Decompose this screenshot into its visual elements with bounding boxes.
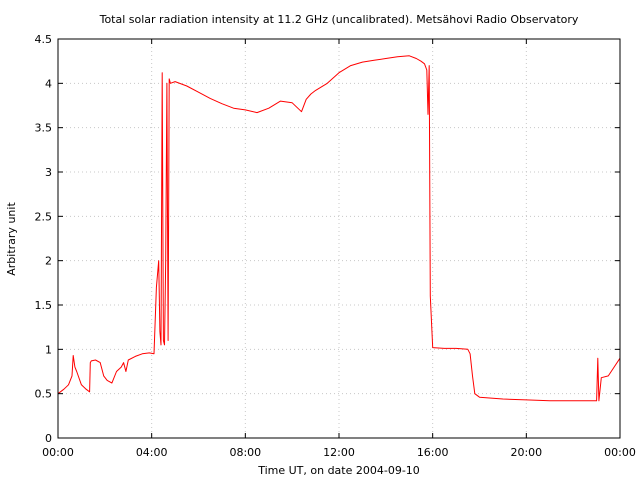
y-tick-label: 4.5 xyxy=(35,33,53,46)
y-tick-label: 0 xyxy=(45,432,52,445)
x-tick-label: 04:00 xyxy=(136,446,168,459)
x-tick-label: 08:00 xyxy=(229,446,261,459)
y-axis-label: Arbitrary unit xyxy=(5,202,18,276)
y-tick-label: 3.5 xyxy=(35,122,53,135)
axis-ticks xyxy=(57,38,621,439)
y-tick-label: 2.5 xyxy=(35,210,53,223)
y-tick-label: 0.5 xyxy=(35,388,53,401)
x-tick-label: 00:00 xyxy=(42,446,74,459)
x-tick-label: 12:00 xyxy=(323,446,355,459)
grid xyxy=(58,39,620,438)
series-line-0 xyxy=(57,55,621,402)
chart-title: Total solar radiation intensity at 11.2 … xyxy=(99,13,579,26)
y-tick-label: 1.5 xyxy=(35,299,53,312)
tick-labels: 00:00 04:00 08:00 12:00 16:00 20:00 00:0000.51… xyxy=(35,33,636,459)
y-tick-label: 2 xyxy=(45,255,52,268)
plot-frame xyxy=(57,38,621,439)
y-tick-label: 3 xyxy=(45,166,52,179)
x-axis-label: Time UT, on date 2004-09-10 xyxy=(257,464,420,477)
y-tick-label: 4 xyxy=(45,77,52,90)
series-layer xyxy=(57,55,621,402)
x-tick-label: 00:00 xyxy=(604,446,636,459)
y-tick-label: 1 xyxy=(45,343,52,356)
x-tick-label: 16:00 xyxy=(417,446,449,459)
x-tick-label: 20:00 xyxy=(510,446,542,459)
